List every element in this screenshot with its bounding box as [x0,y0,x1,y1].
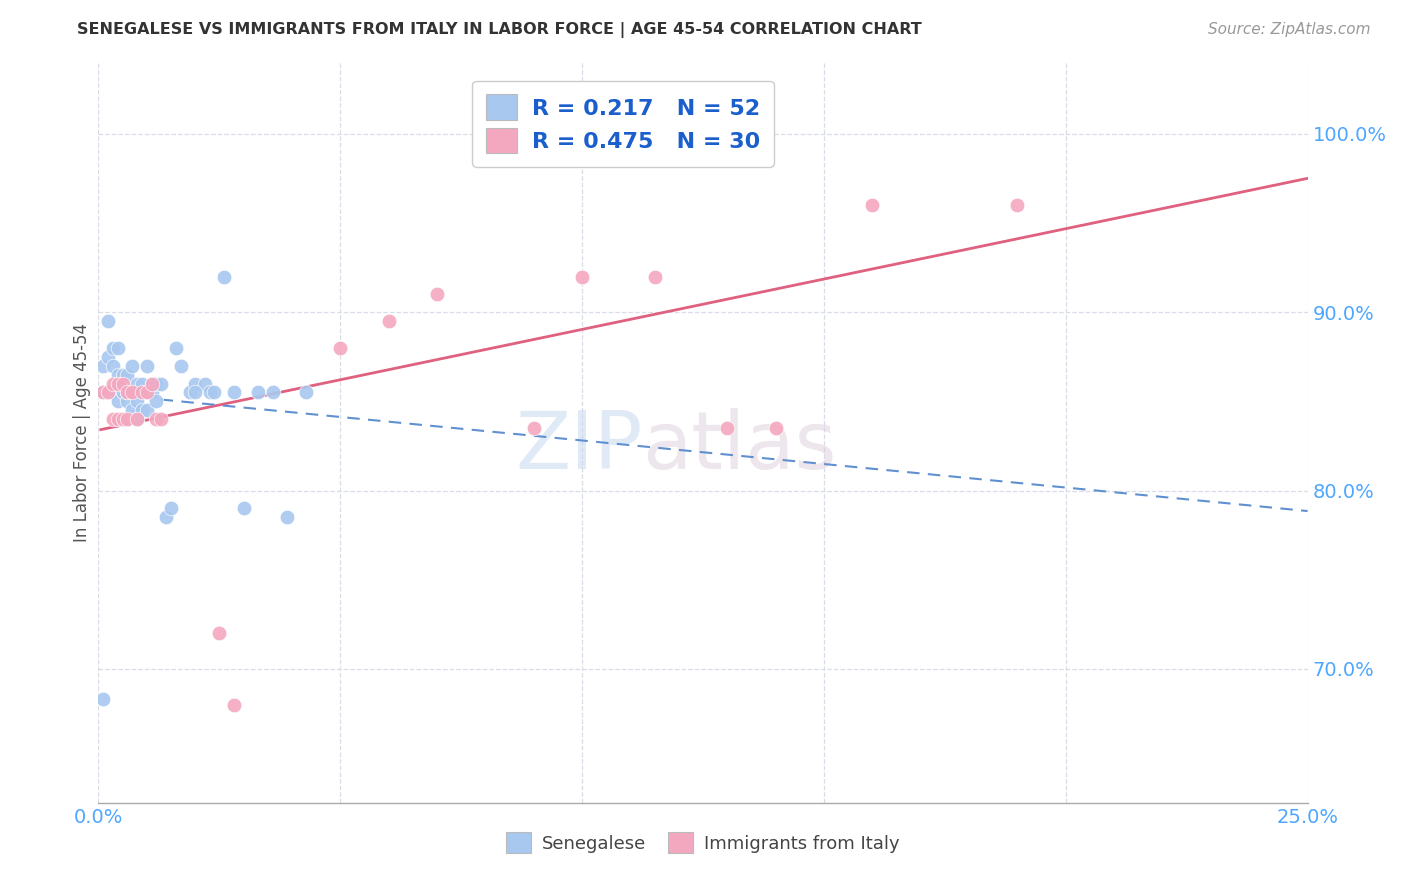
Point [184,385,207,400]
Point [1007,198,1029,212]
Point [117,394,139,409]
Point [107,412,129,426]
Point [117,368,139,382]
Point [127,412,149,426]
Point [131,385,153,400]
Point [127,412,149,426]
Point [131,376,153,391]
Point [232,501,254,516]
Point [135,403,157,417]
Point [247,385,270,400]
Point [117,412,139,426]
Point [97,314,120,328]
Point [135,385,157,400]
Text: Source: ZipAtlas.com: Source: ZipAtlas.com [1208,22,1371,37]
Point [141,376,163,391]
Y-axis label: In Labor Force | Age 45-54: In Labor Force | Age 45-54 [73,323,91,542]
Point [668,127,690,141]
Point [377,314,399,328]
Point [426,287,449,301]
Point [222,698,245,712]
Point [117,385,139,400]
Point [121,385,143,400]
Point [150,376,173,391]
Text: SENEGALESE VS IMMIGRANTS FROM ITALY IN LABOR FORCE | AGE 45-54 CORRELATION CHART: SENEGALESE VS IMMIGRANTS FROM ITALY IN L… [77,22,922,38]
Point [91,692,114,706]
Point [204,385,226,400]
Point [145,376,167,391]
Point [107,341,129,355]
Point [101,359,124,373]
Point [765,421,787,435]
Point [121,359,143,373]
Point [121,403,143,417]
Point [101,376,124,391]
Point [97,385,120,400]
Point [107,394,129,409]
Point [523,421,546,435]
Point [141,376,163,391]
Point [165,341,187,355]
Point [571,269,593,284]
Point [101,412,124,426]
Text: atlas: atlas [643,409,837,486]
Point [222,385,245,400]
Point [184,376,207,391]
Point [111,412,134,426]
Point [111,385,134,400]
Point [860,198,883,212]
Point [262,385,284,400]
Point [127,376,149,391]
Point [194,376,217,391]
Point [145,394,167,409]
Point [101,341,124,355]
Point [121,385,143,400]
Point [107,368,129,382]
Point [117,412,139,426]
Point [716,421,738,435]
Point [198,385,221,400]
Text: ZIP: ZIP [515,409,643,486]
Point [91,385,114,400]
Point [111,412,134,426]
Point [111,368,134,382]
Point [131,403,153,417]
Point [97,350,120,364]
Point [145,412,167,426]
Point [127,394,149,409]
Point [111,385,134,400]
Point [135,359,157,373]
Point [276,510,298,524]
Point [107,376,129,391]
Point [101,385,124,400]
Point [208,626,231,640]
Point [141,385,163,400]
Legend: Senegalese, Immigrants from Italy: Senegalese, Immigrants from Italy [499,825,907,861]
Point [179,385,201,400]
Point [212,269,235,284]
Point [117,385,139,400]
Point [160,501,183,516]
Point [150,412,173,426]
Point [169,359,191,373]
Point [91,359,114,373]
Point [155,510,177,524]
Point [644,269,666,284]
Point [329,341,352,355]
Point [91,385,114,400]
Point [97,385,120,400]
Point [111,376,134,391]
Point [295,385,318,400]
